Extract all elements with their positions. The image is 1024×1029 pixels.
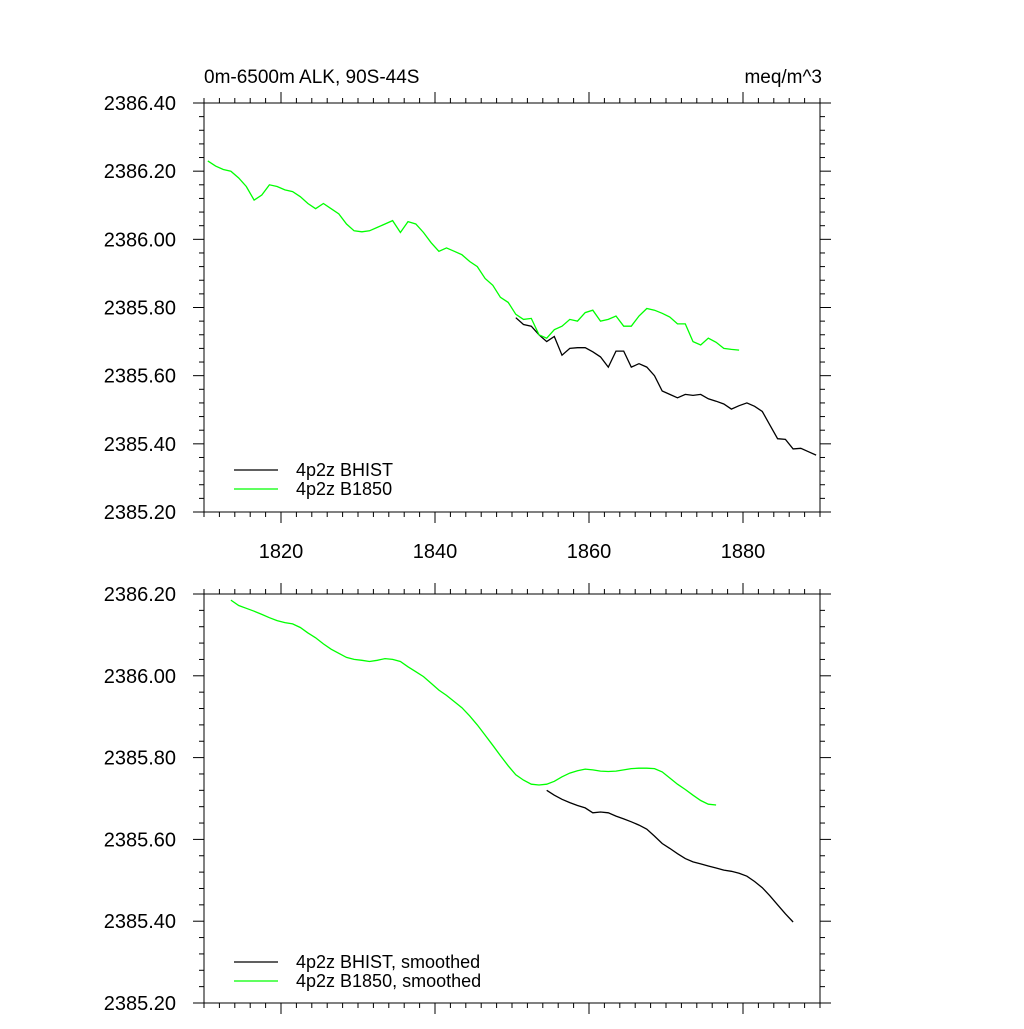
y-tick-label: 2385.60 [104, 366, 176, 388]
plot-frame [203, 102, 821, 513]
y-tick-label: 2385.80 [104, 298, 176, 320]
y-tick-label: 2385.40 [104, 911, 176, 933]
series-lines [230, 599, 794, 923]
y-tick-label: 2385.60 [104, 829, 176, 851]
series-line-0 [515, 317, 817, 456]
axis-ticks [193, 583, 831, 1014]
legend-label: 4p2z B1850 [296, 479, 392, 499]
y-tick-label: 2386.40 [104, 93, 176, 115]
x-tick-label: 1820 [259, 541, 304, 563]
y-tick-label: 2386.00 [104, 229, 176, 251]
axis-ticks [193, 92, 831, 523]
y-tick-label: 2385.80 [104, 748, 176, 770]
legend-label: 4p2z B1850, smoothed [296, 971, 481, 991]
series-line-0 [546, 789, 794, 923]
x-tick-label: 1860 [567, 541, 612, 563]
y-tick-label: 2385.40 [104, 434, 176, 456]
y-tick-label: 2386.20 [104, 161, 176, 183]
y-tick-labels: 2385.20 2385.40 2385.60 2385.80 2386.00 2386.… [104, 584, 176, 1015]
legend-label: 4p2z BHIST [296, 460, 393, 480]
y-tick-labels: 2385.20 2385.40 2385.60 2385.80 2386.00 2386.… [104, 93, 176, 524]
x-tick-label: 1840 [413, 541, 458, 563]
y-tick-label: 2386.00 [104, 666, 176, 688]
chart-title-right: meq/m^3 [744, 67, 822, 88]
x-tick-labels: 1820 1840 1860 1880 [259, 541, 766, 563]
y-tick-label: 2385.20 [104, 502, 176, 524]
x-tick-label: 1880 [721, 541, 766, 563]
y-tick-label: 2385.20 [104, 993, 176, 1015]
series-line-1 [230, 599, 717, 806]
y-tick-label: 2386.20 [104, 584, 176, 606]
bottom-panel: 2385.20 2385.40 2385.60 2385.80 2386.00 2386.… [104, 583, 831, 1015]
chart-title-left: 0m-6500m ALK, 90S-44S [204, 67, 419, 88]
plot-frame [203, 593, 821, 1004]
series-line-1 [207, 160, 740, 351]
legend-label: 4p2z BHIST, smoothed [296, 952, 480, 972]
top-panel: 0m-6500m ALK, 90S-44S meq/m^3 2385.20238… [104, 67, 831, 563]
series-lines [207, 160, 817, 456]
